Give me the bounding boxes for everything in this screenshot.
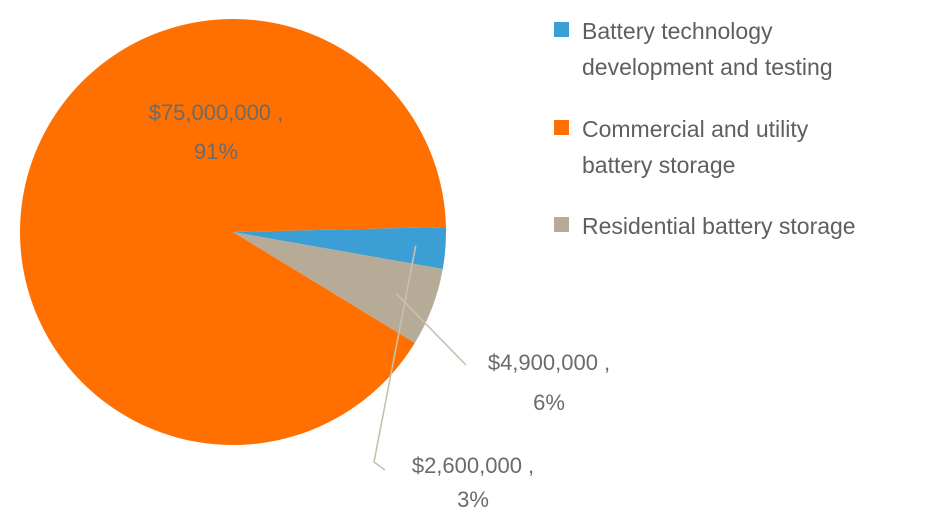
pie-slice-residential <box>233 232 443 343</box>
data-label-commercial-value: $75,000,000 , <box>149 100 284 125</box>
data-label-commercial: $75,000,000 , 91% <box>149 100 284 164</box>
legend-label-commercial-line-1: Commercial and utility <box>582 116 809 142</box>
data-label-battery-tech-value: $2,600,000 , <box>412 453 534 478</box>
legend-label-commercial-line-2: battery storage <box>582 152 735 178</box>
legend-swatch-residential <box>554 217 569 232</box>
legend-item-commercial[interactable]: Commercial and utility battery storage <box>554 116 809 178</box>
pie-slice-battery-tech <box>233 227 446 269</box>
legend-label-residential: Residential battery storage <box>582 213 856 239</box>
data-label-residential: $4,900,000 , 6% <box>488 350 610 415</box>
legend-item-residential[interactable]: Residential battery storage <box>554 213 856 239</box>
legend-item-battery-tech[interactable]: Battery technology development and testi… <box>554 18 833 80</box>
data-label-residential-value: $4,900,000 , <box>488 350 610 375</box>
leader-line-battery-tech <box>373 245 417 471</box>
data-label-commercial-percent: 91% <box>194 139 238 164</box>
pie-slice-commercial <box>19 19 446 446</box>
leader-lines <box>373 245 467 471</box>
legend-swatch-commercial <box>554 120 569 135</box>
pie-slices <box>19 19 446 446</box>
data-label-residential-percent: 6% <box>533 390 565 415</box>
legend: Battery technology development and testi… <box>554 18 856 239</box>
legend-swatch-battery-tech <box>554 22 569 37</box>
legend-label-battery-tech-line-2: development and testing <box>582 54 833 80</box>
data-label-battery-tech-percent: 3% <box>457 487 489 512</box>
legend-label-battery-tech-line-1: Battery technology <box>582 18 773 44</box>
data-label-battery-tech: $2,600,000 , 3% <box>412 453 534 512</box>
leader-line-residential <box>395 293 467 366</box>
